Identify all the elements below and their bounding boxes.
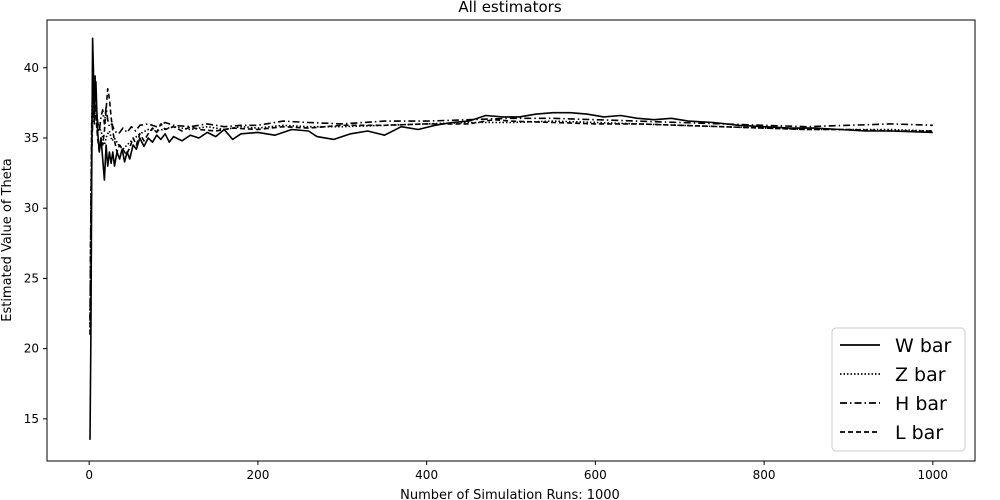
y-axis-label: Estimated Value of Theta bbox=[0, 158, 15, 322]
legend-label: W bar bbox=[895, 335, 952, 357]
series-line-h-bar bbox=[89, 74, 933, 321]
legend-label: H bar bbox=[895, 393, 947, 415]
legend-label: L bar bbox=[895, 422, 943, 444]
y-tick-label: 35 bbox=[24, 131, 39, 145]
x-tick-label: 400 bbox=[415, 468, 438, 482]
series-line-l-bar bbox=[89, 88, 933, 335]
plot-frame bbox=[46, 19, 976, 462]
legend-label: Z bar bbox=[895, 364, 946, 386]
y-tick-label: 40 bbox=[24, 61, 39, 75]
y-tick-label: 20 bbox=[24, 342, 39, 356]
y-tick-label: 30 bbox=[24, 201, 39, 215]
x-tick-label: 200 bbox=[246, 468, 269, 482]
x-tick-label: 0 bbox=[85, 468, 93, 482]
x-tick-label: 1000 bbox=[918, 468, 949, 482]
series-line-z-bar bbox=[89, 74, 933, 335]
x-axis-label: Number of Simulation Runs: 1000 bbox=[400, 488, 620, 500]
x-tick-label: 800 bbox=[753, 468, 776, 482]
axes: 0 200 400 600 800 1000 15 20 25 30 35 40 bbox=[24, 19, 976, 482]
legend: W bar Z bar H bar L bar bbox=[831, 327, 966, 452]
legend-box bbox=[831, 327, 966, 452]
series-lines bbox=[89, 37, 933, 440]
series-line-w-bar bbox=[89, 37, 933, 440]
y-tick-label: 15 bbox=[24, 412, 39, 426]
y-tick-label: 25 bbox=[24, 271, 39, 285]
chart-title: All estimators bbox=[458, 0, 561, 16]
x-tick-label: 600 bbox=[584, 468, 607, 482]
